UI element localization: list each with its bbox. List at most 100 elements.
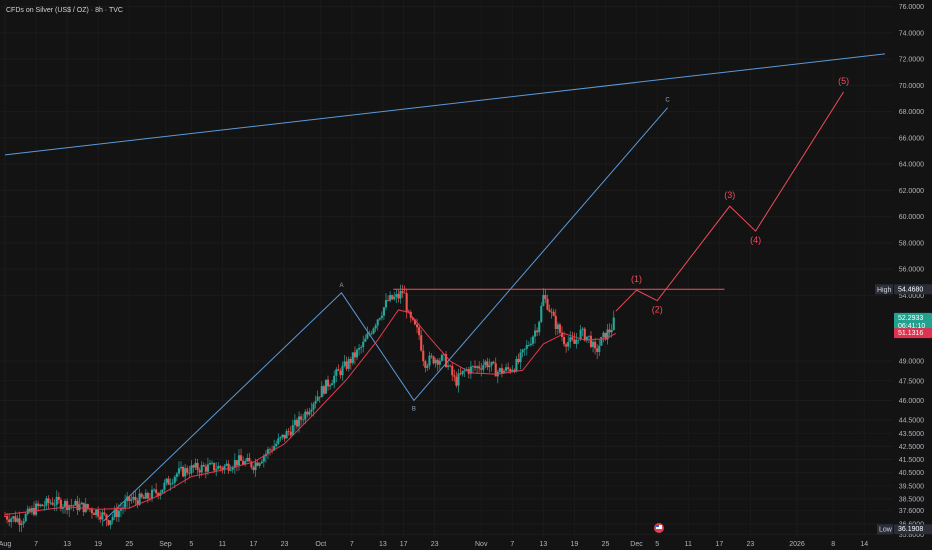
candle-body xyxy=(565,344,568,347)
candle-body xyxy=(451,365,454,376)
candle-body xyxy=(351,352,354,364)
candle-body xyxy=(41,504,44,507)
candle-body xyxy=(231,467,234,470)
candle-body xyxy=(204,466,207,472)
candle-body xyxy=(74,500,77,506)
candle-body xyxy=(211,462,214,464)
candle-body xyxy=(335,369,338,376)
candle-body xyxy=(49,502,52,504)
high-price-tag-bg xyxy=(894,284,932,295)
candle-body xyxy=(370,333,373,335)
candle-body xyxy=(432,356,435,364)
candle-body xyxy=(554,315,557,329)
candle-body xyxy=(200,464,203,473)
time-tick-label: 5 xyxy=(655,541,659,548)
candle-body xyxy=(573,339,576,344)
candle-body xyxy=(297,416,301,427)
price-tick-label: 64.0000 xyxy=(899,162,924,169)
projection-line xyxy=(615,91,845,312)
candle-body xyxy=(159,492,162,496)
candle-body xyxy=(471,366,475,367)
candle-body xyxy=(157,493,160,496)
candle-body xyxy=(556,324,559,329)
candle-body xyxy=(320,386,323,398)
candle-body xyxy=(583,328,586,341)
candle-body xyxy=(109,520,112,525)
candle-body xyxy=(531,336,535,344)
candle-body xyxy=(271,449,274,451)
price-tick-label: 66.0000 xyxy=(899,135,924,142)
candle-body xyxy=(126,496,129,502)
candle-body xyxy=(507,367,510,370)
candle-body xyxy=(124,501,127,508)
candle-body xyxy=(434,359,437,364)
candle-body xyxy=(225,463,228,466)
time-tick-label: 7 xyxy=(350,541,354,548)
flag-icon[interactable] xyxy=(654,523,664,533)
candle-body xyxy=(438,360,441,365)
time-axis-bg xyxy=(0,537,932,550)
candle-body xyxy=(233,460,236,468)
candle-body xyxy=(324,379,327,394)
candles xyxy=(3,284,615,532)
time-tick-label: 7 xyxy=(34,541,38,548)
candle-body xyxy=(130,499,133,501)
candle-body xyxy=(59,499,62,509)
candle-body xyxy=(500,368,503,374)
candle-body xyxy=(53,504,56,506)
candle-body xyxy=(563,336,566,345)
candle-body xyxy=(505,367,508,371)
candle-body xyxy=(254,462,257,471)
candle-body xyxy=(51,502,54,505)
wave-label-4: (4) xyxy=(750,235,761,245)
candle-body xyxy=(289,431,292,436)
candle-body xyxy=(76,500,79,511)
candle-body xyxy=(469,366,472,374)
candle-body xyxy=(295,419,299,427)
candle-body xyxy=(482,365,485,370)
candle-body xyxy=(196,462,199,471)
candle-body xyxy=(476,366,479,368)
candle-body xyxy=(571,337,574,340)
candle-body xyxy=(95,509,98,515)
candle-body xyxy=(20,523,23,525)
candle-body xyxy=(246,457,249,462)
time-tick-label: 8 xyxy=(831,541,835,548)
time-tick-label: Nov xyxy=(475,541,488,548)
wave-projection: (1) (2) (3) (4) (5) xyxy=(615,76,849,315)
candle-body xyxy=(542,295,545,306)
time-tick-label: Oct xyxy=(315,541,326,548)
candle-body xyxy=(273,445,276,451)
candle-body xyxy=(115,509,118,518)
time-tick-label: 2026 xyxy=(789,541,805,548)
candle-body xyxy=(343,361,346,366)
candle-body xyxy=(610,330,613,333)
time-axis[interactable]: Aug 7 13 19 25 Sep 5 11 17 23 Oct 7 13 17 23 Nov 7 13 19 25… xyxy=(0,537,932,550)
candle-body xyxy=(372,328,375,334)
candle-body xyxy=(117,510,120,518)
time-tick-label: 17 xyxy=(250,541,258,548)
candle-body xyxy=(258,463,261,466)
candle-body xyxy=(374,325,377,329)
candle-body xyxy=(252,467,255,471)
price-tick-label: 44.5000 xyxy=(899,418,924,425)
chart-title: CFDs on Silver (US$ / OZ) · 8h · TVC xyxy=(6,7,123,14)
price-axis-bg xyxy=(893,0,932,550)
price-axis[interactable]: 76.0000 74.0000 72.0000 70.0000 68.0000 66.00… xyxy=(893,0,932,550)
candle-body xyxy=(544,295,547,299)
candle-body xyxy=(415,324,419,328)
candle-body xyxy=(55,496,58,505)
price-tick-label: 39.5000 xyxy=(899,483,924,490)
candle-body xyxy=(602,332,605,337)
candle-body xyxy=(57,496,60,500)
candle-body xyxy=(138,493,141,505)
candle-body xyxy=(92,513,96,515)
candle-body xyxy=(113,509,116,517)
candle-body xyxy=(447,365,450,368)
candle-body xyxy=(312,403,315,410)
price-tick-label: 72.0000 xyxy=(899,57,924,64)
candle-body xyxy=(221,467,224,470)
candle-body xyxy=(150,489,154,500)
